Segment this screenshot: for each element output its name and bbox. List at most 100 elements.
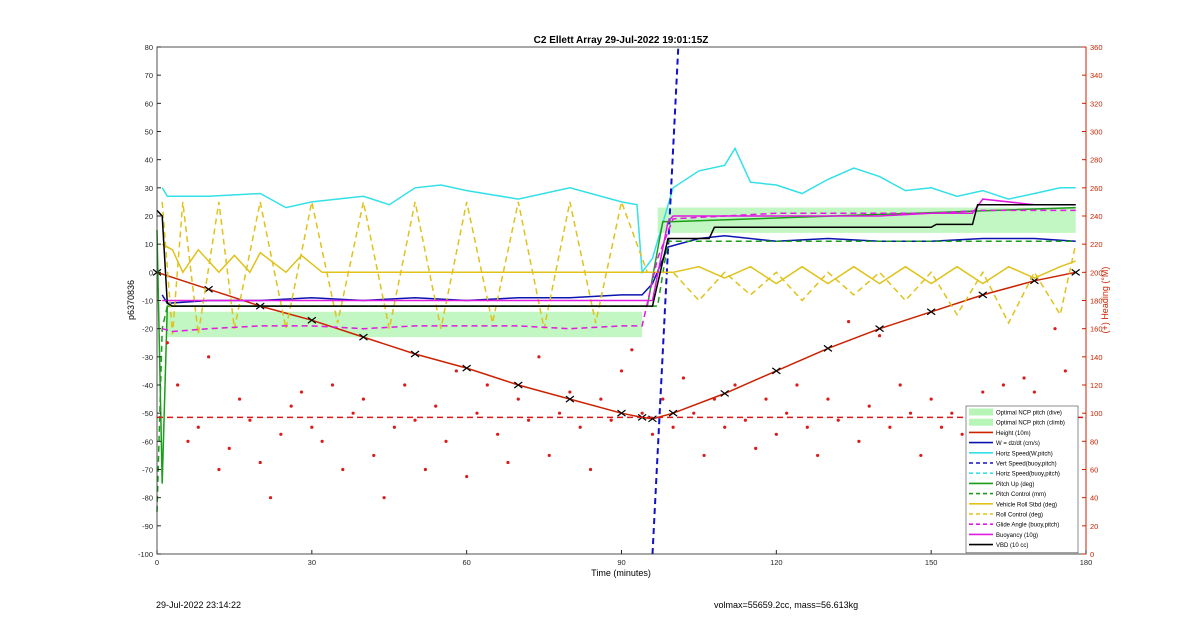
heading-point — [434, 404, 438, 408]
height-marker — [513, 381, 523, 389]
legend-box — [965, 405, 1079, 554]
x-tick-label: 30 — [308, 558, 316, 567]
heading-point — [877, 334, 882, 338]
heading-point — [258, 460, 262, 465]
y-tick-label-left: -60 — [142, 437, 153, 446]
height-marker — [668, 409, 678, 417]
x-tick-label: 0 — [155, 558, 159, 567]
legend-swatch — [969, 418, 993, 426]
series-lines — [152, 46, 1086, 555]
heading-point — [846, 320, 851, 324]
series-line-height-10m — [156, 271, 1076, 420]
heading-point — [826, 397, 830, 401]
heading-point — [227, 446, 231, 450]
y-tick-label-right: 340 — [1090, 71, 1103, 80]
y-tick-label-right: 40 — [1090, 494, 1098, 503]
y-tick-label-right: 80 — [1090, 437, 1098, 446]
heading-point — [754, 446, 758, 450]
heading-point — [423, 467, 427, 472]
y-tick-label-right: 260 — [1090, 184, 1103, 193]
heading-point — [237, 397, 242, 401]
height-marker — [771, 367, 781, 375]
y-tick-label-right: 60 — [1090, 466, 1098, 475]
y-tick-label-left: -100 — [138, 550, 153, 559]
heading-point — [568, 390, 572, 394]
height-marker — [307, 316, 317, 324]
legend-label: Optimal NCP pitch (climb) — [996, 421, 1065, 427]
heading-point — [341, 467, 345, 472]
x-tick-label: 90 — [617, 558, 625, 567]
y-tick-label-right: 200 — [1090, 268, 1103, 277]
heading-point — [795, 383, 799, 387]
heading-point — [382, 496, 386, 500]
legend-label: VBD (10 cc) — [996, 543, 1028, 549]
heading-point — [1022, 376, 1026, 380]
heading-point — [547, 453, 551, 458]
y-tick-label-left: 40 — [145, 156, 153, 165]
y-tick-label-right: 0 — [1090, 550, 1094, 559]
y-tick-label-left: 20 — [145, 212, 153, 221]
y-tick-label-left: 70 — [145, 71, 153, 80]
heading-point — [712, 397, 717, 401]
heading-point — [320, 439, 324, 443]
heading-point — [692, 411, 696, 415]
axes: 0 30 60 90 120 150 180-100-90-80-70-60-50-40-3… — [138, 43, 1103, 567]
heading-point — [289, 404, 293, 408]
heading-point — [537, 355, 541, 359]
y-tick-label-left: -40 — [142, 381, 153, 390]
heading-point — [816, 453, 820, 458]
y-axis-label-left: p6370836 — [126, 280, 136, 320]
heading-point — [599, 397, 603, 401]
heading-point — [310, 425, 314, 429]
series-line-horiz-speed-w-pitch — [161, 146, 1076, 275]
heading-point — [919, 453, 923, 458]
legend-label: Horiz Speed(buoy,pitch) — [996, 472, 1060, 478]
height-marker — [823, 344, 833, 352]
heading-point — [372, 453, 376, 458]
legend-label: Glide Angle (buoy,pitch) — [996, 523, 1059, 529]
y-tick-label-right: 240 — [1090, 212, 1103, 221]
x-tick-label: 120 — [770, 558, 783, 567]
series-line-pitch-up-deg — [156, 206, 1076, 484]
legend-label: Vehicle Roll Stbd (deg) — [996, 502, 1057, 508]
y-tick-label-left: -10 — [142, 297, 153, 306]
heading-point — [764, 397, 768, 401]
height-marker — [410, 350, 420, 358]
legend-swatch — [969, 408, 993, 416]
heading-point — [640, 411, 644, 415]
height-marker — [359, 333, 368, 341]
heading-point — [960, 432, 964, 436]
y-tick-label-left: 60 — [145, 99, 153, 108]
series-line-roll-control-deg — [161, 199, 1077, 335]
heading-point — [939, 425, 944, 429]
legend-label: W = dz/dt (cm/s) — [996, 441, 1040, 447]
series-line-pitch-control-mm — [156, 240, 1076, 512]
x-tick-label: 60 — [462, 558, 470, 567]
heading-point — [279, 432, 283, 436]
heading-point — [681, 376, 686, 380]
legend-label: Vert Speed(buoy,pitch) — [996, 462, 1057, 468]
heading-point — [165, 341, 169, 345]
y-tick-label-right: 100 — [1090, 409, 1103, 418]
heading-point — [475, 411, 479, 415]
height-marker — [462, 364, 472, 372]
heading-point — [217, 467, 221, 472]
height-marker — [1071, 268, 1081, 276]
heading-point — [527, 418, 531, 422]
series-line-glide-angle-buoy-pitch — [162, 209, 1076, 333]
height-marker — [875, 325, 884, 333]
heading-point — [403, 383, 407, 387]
heading-point — [454, 369, 458, 373]
heading-point — [898, 383, 902, 387]
heading-point — [836, 418, 840, 422]
heading-point — [299, 390, 304, 394]
heading-point — [330, 383, 335, 387]
heading-point — [743, 418, 747, 422]
heading-point — [248, 418, 252, 422]
y-tick-label-right: 160 — [1090, 325, 1103, 334]
legend-label: Pitch Up (deg) — [996, 482, 1034, 488]
heading-point — [733, 383, 737, 387]
y-tick-label-right: 320 — [1090, 99, 1103, 108]
heading-point — [465, 474, 469, 479]
